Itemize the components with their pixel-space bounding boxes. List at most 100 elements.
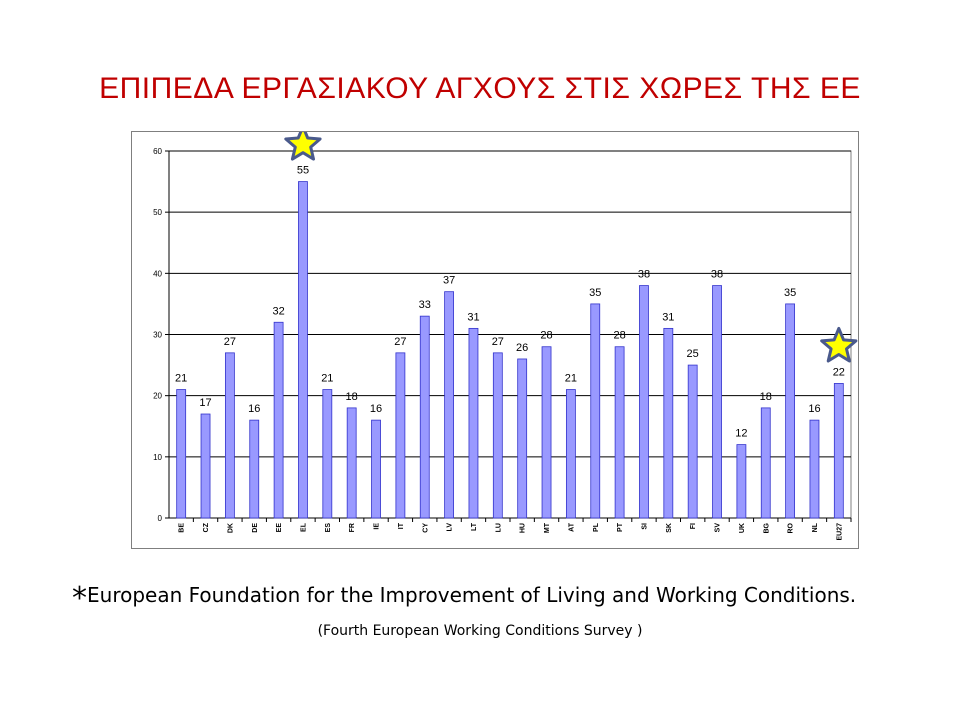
category-label: EL (300, 522, 307, 532)
y-tick-label: 50 (153, 208, 162, 217)
data-label: 31 (467, 311, 479, 323)
footnote-marker: * (72, 581, 87, 616)
data-label: 25 (687, 348, 699, 360)
data-label: 28 (613, 330, 625, 342)
data-label: 38 (711, 269, 723, 281)
category-label: CY (422, 523, 429, 533)
bar-lt (468, 327, 479, 519)
data-label: 27 (492, 336, 504, 348)
bar-eu27 (833, 383, 844, 519)
category-label: NL (812, 522, 819, 532)
bar-nl (809, 419, 820, 519)
bar-ie (371, 419, 381, 519)
category-label: BG (763, 522, 770, 533)
data-label: 35 (589, 287, 601, 299)
footnote: *European Foundation for the Improvement… (72, 581, 952, 616)
slide-title: ΕΠΙΠΕΔΑ ΕΡΓΑΣΙΑΚΟΥ ΑΓΧΟΥΣ ΣΤΙΣ ΧΩΡΕΣ ΤΗΣ… (99, 72, 861, 105)
data-label: 55 (297, 165, 309, 177)
category-label: LU (495, 523, 502, 532)
y-tick-label: 40 (153, 269, 162, 278)
bar-mt (541, 346, 552, 519)
bar-si (639, 285, 649, 519)
data-label: 17 (199, 397, 211, 409)
data-label: 16 (808, 403, 820, 415)
data-label: 18 (346, 391, 358, 403)
y-tick-label: 0 (158, 514, 163, 523)
bar-de (249, 419, 260, 519)
category-label: SK (666, 523, 673, 533)
category-label: LV (447, 523, 454, 532)
bar-hu (517, 358, 528, 519)
data-label: 21 (321, 373, 333, 385)
category-label: AT (568, 522, 575, 532)
y-tick-label: 60 (153, 147, 162, 156)
footnote-source: (Fourth European Working Conditions Surv… (317, 623, 643, 639)
bar-ro (785, 303, 796, 519)
bar-cy (419, 315, 430, 519)
category-label: CZ (203, 522, 210, 532)
bar-lv (444, 291, 455, 519)
category-label: PL (593, 522, 600, 532)
bar-fr (346, 407, 357, 519)
category-label: BE (179, 523, 186, 533)
data-label: 18 (760, 391, 772, 403)
data-label: 12 (735, 428, 747, 440)
category-label: IT (398, 522, 405, 529)
y-tick-label: 20 (153, 392, 162, 401)
data-label: 16 (370, 403, 382, 415)
category-label: SI (641, 523, 648, 530)
bar-be (176, 389, 187, 519)
star-highlight-icon (284, 132, 322, 161)
category-label: HU (520, 523, 527, 533)
category-label: UK (739, 523, 746, 533)
data-label: 37 (443, 275, 455, 287)
data-label: 22 (833, 366, 845, 378)
data-label: 27 (224, 336, 236, 348)
data-label: 21 (565, 373, 577, 385)
data-label: 31 (662, 311, 674, 323)
data-label: 16 (248, 403, 260, 415)
data-label: 32 (272, 305, 284, 317)
chart-frame: 0 10 20 30 40 50 60 21 BE 17 CZ 27 DK 16 DE 32 EE 55 EL 21 E… (131, 131, 859, 549)
bar-chart: 0 10 20 30 40 50 60 21 BE 17 CZ 27 DK 16 DE 32 EE 55 EL 21 E… (153, 132, 858, 541)
category-label: MT (544, 522, 551, 533)
bar-it (395, 352, 406, 519)
bar-pt (614, 346, 625, 519)
bar-sk (663, 327, 674, 519)
bar-ee (273, 321, 284, 519)
category-label: FR (349, 523, 356, 532)
y-tick-label: 30 (153, 331, 162, 340)
data-label: 35 (784, 287, 796, 299)
data-label: 27 (394, 336, 406, 348)
bar-cz (200, 413, 211, 519)
category-label: EU27 (836, 523, 843, 541)
category-label: EE (276, 523, 283, 533)
category-label: IE (374, 523, 381, 530)
bar-fi (687, 364, 698, 519)
bar-bg (760, 407, 771, 519)
data-label: 33 (419, 299, 431, 311)
bar-uk (736, 444, 747, 519)
data-label: 28 (540, 330, 552, 342)
category-label: RO (788, 522, 795, 533)
category-label: PT (617, 522, 624, 532)
bar-el (298, 181, 308, 519)
category-label: ES (325, 523, 332, 533)
category-label: DE (252, 523, 259, 533)
bar-sv (712, 285, 722, 519)
data-label: 21 (175, 373, 187, 385)
bar-es (322, 389, 333, 519)
bar-dk (224, 352, 235, 519)
data-label: 26 (516, 342, 528, 354)
category-label: FI (690, 523, 697, 529)
star-highlight-icon (820, 326, 858, 363)
data-label: 38 (638, 269, 650, 281)
category-label: DK (227, 523, 234, 533)
y-tick-label: 10 (153, 453, 162, 462)
footnote-text: European Foundation for the Improvement … (87, 583, 857, 607)
bar-at (565, 389, 576, 519)
bar-lu (492, 352, 503, 519)
category-label: SV (715, 523, 722, 533)
bar-pl (590, 303, 601, 519)
category-label: LT (471, 522, 478, 531)
